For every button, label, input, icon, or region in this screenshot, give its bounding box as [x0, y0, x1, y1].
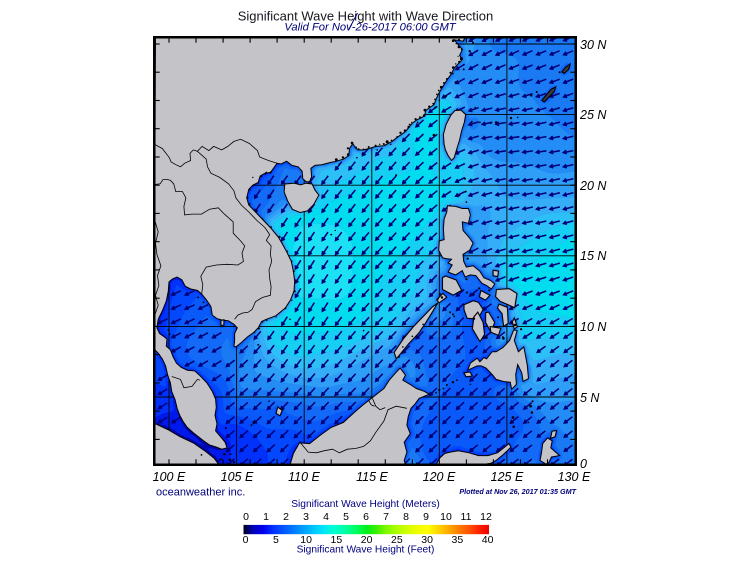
- svg-text:100 E: 100 E: [153, 470, 186, 484]
- svg-text:35: 35: [452, 534, 464, 546]
- svg-text:Significant Wave Height (Feet): Significant Wave Height (Feet): [297, 545, 435, 556]
- svg-text:11: 11: [461, 511, 472, 523]
- svg-text:120 E: 120 E: [423, 470, 456, 484]
- svg-text:130 E: 130 E: [558, 470, 591, 484]
- svg-text:0: 0: [243, 534, 249, 546]
- svg-text:5: 5: [343, 511, 349, 523]
- svg-text:20: 20: [361, 534, 373, 546]
- svg-text:125 E: 125 E: [491, 470, 524, 484]
- svg-text:110 E: 110 E: [288, 470, 320, 484]
- svg-text:25 N: 25 N: [579, 108, 607, 122]
- svg-text:6: 6: [363, 511, 369, 523]
- svg-text:7: 7: [383, 511, 389, 523]
- svg-text:40: 40: [482, 534, 494, 546]
- svg-text:4: 4: [323, 511, 329, 523]
- svg-text:5 N: 5 N: [580, 391, 600, 405]
- svg-text:8: 8: [403, 511, 409, 523]
- svg-text:oceanweather inc.: oceanweather inc.: [156, 487, 245, 499]
- svg-text:Plotted at Nov 26, 2017 01:35: Plotted at Nov 26, 2017 01:35 GMT: [459, 487, 576, 496]
- svg-text:15 N: 15 N: [580, 249, 607, 263]
- svg-text:0: 0: [580, 457, 587, 471]
- svg-text:3: 3: [303, 511, 309, 523]
- svg-text:10: 10: [440, 511, 452, 523]
- svg-text:25: 25: [391, 534, 403, 546]
- svg-text:Significant Wave Height with W: Significant Wave Height with Wave Direct…: [238, 9, 494, 24]
- svg-text:10: 10: [300, 534, 312, 546]
- svg-text:30 N: 30 N: [580, 38, 607, 52]
- svg-text:20 N: 20 N: [579, 179, 607, 193]
- svg-text:9: 9: [423, 511, 429, 523]
- svg-text:115 E: 115 E: [356, 470, 388, 484]
- svg-text:15: 15: [331, 534, 343, 546]
- svg-text:2: 2: [283, 511, 289, 523]
- svg-text:30: 30: [421, 534, 433, 546]
- svg-text:105 E: 105 E: [221, 470, 254, 484]
- svg-text:Valid For Nov-26-2017 06:00 GM: Valid For Nov-26-2017 06:00 GMT: [284, 22, 456, 34]
- svg-text:1: 1: [263, 511, 269, 523]
- svg-text:12: 12: [480, 511, 492, 523]
- svg-text:10 N: 10 N: [580, 320, 607, 334]
- svg-text:0: 0: [243, 511, 249, 523]
- svg-text:Significant Wave Height (Meter: Significant Wave Height (Meters): [291, 499, 440, 510]
- svg-text:5: 5: [273, 534, 279, 546]
